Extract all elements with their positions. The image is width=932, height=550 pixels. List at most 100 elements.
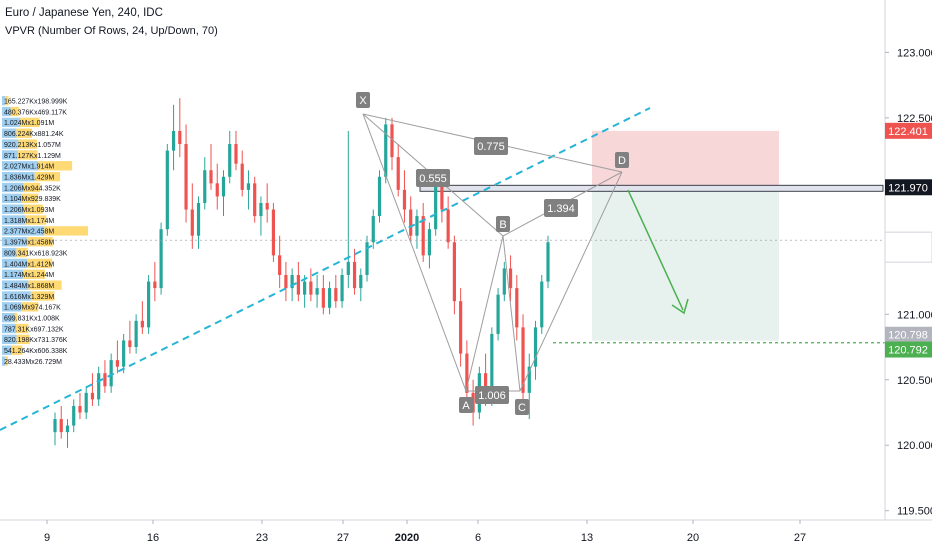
candle-body xyxy=(103,373,107,387)
price-tag-box xyxy=(885,326,932,343)
arrow-head xyxy=(671,298,689,315)
candle-body xyxy=(508,268,513,289)
vp-down-bar xyxy=(26,237,53,247)
vp-down-bar xyxy=(16,247,28,258)
drawings[interactable]: X A B C D 0.775 0.555 1.394 1.006 xyxy=(0,92,885,431)
vp-row-label: 2.027Mx1.914M xyxy=(4,164,54,171)
vp-down-bar xyxy=(16,128,33,138)
candle-body xyxy=(384,124,388,177)
candle-body xyxy=(346,261,350,275)
take-profit-zone xyxy=(592,187,779,341)
vp-up-bar xyxy=(2,226,45,236)
pattern-point-box xyxy=(515,399,529,415)
vp-up-bar xyxy=(2,204,24,214)
price-tag-label: 121.566 xyxy=(888,235,928,247)
vp-down-bar xyxy=(38,161,73,171)
price-axis[interactable]: 123.000122.500122.000121.500121.000120.5… xyxy=(884,0,932,520)
candle-body xyxy=(115,360,120,367)
candle-body xyxy=(203,170,207,203)
candle-body xyxy=(228,144,232,177)
price-tick-label: 119.500 xyxy=(897,506,932,518)
pattern-point-label: A xyxy=(462,400,470,412)
price-tag-box xyxy=(885,179,932,196)
candle-body xyxy=(465,353,469,393)
vp-up-bar xyxy=(2,291,31,301)
pattern-point-label: B xyxy=(499,219,506,231)
candle-body xyxy=(396,157,400,190)
candle-body xyxy=(178,130,182,145)
candle-body xyxy=(122,340,126,367)
vp-row-label: 1.104Mx929.839K xyxy=(4,196,61,203)
vp-down-bar xyxy=(5,356,8,366)
pattern-ratio-label: 1.006 xyxy=(478,390,506,402)
vp-up-bar xyxy=(2,258,27,269)
candle-body xyxy=(84,392,88,413)
candle-body xyxy=(284,275,288,289)
candle-body xyxy=(78,405,82,413)
vp-up-bar xyxy=(2,193,22,203)
vp-up-bar xyxy=(2,171,35,182)
candle-body xyxy=(209,170,213,184)
vp-down-bar xyxy=(21,302,39,312)
price-tag-label: 120.792 xyxy=(888,345,928,357)
price-tag-countdown: 45:50 xyxy=(894,248,922,260)
candle-body xyxy=(165,150,169,230)
candle-body xyxy=(527,366,531,393)
symbol-title: Euro / Japanese Yen, 240, IDC xyxy=(5,7,163,19)
vp-up-bar xyxy=(2,128,17,138)
candle-body xyxy=(59,419,63,433)
candle-body xyxy=(240,163,244,190)
pattern-ratio: 1.006 xyxy=(475,386,509,404)
time-tick-label: 13 xyxy=(581,532,593,544)
vp-row-label: 1.206Mx944.352K xyxy=(4,185,61,192)
candle-body xyxy=(309,281,313,295)
candle-body xyxy=(446,209,450,243)
pattern-ratio-box xyxy=(474,137,508,155)
candle-body xyxy=(196,202,201,236)
pattern-ratio-label: 0.555 xyxy=(419,173,447,185)
vp-down-bar xyxy=(26,258,53,269)
price-tag-box xyxy=(885,122,932,139)
vp-down-bar xyxy=(16,334,30,345)
vp-up-bar xyxy=(2,345,12,355)
vp-down-bar xyxy=(44,226,88,236)
pattern-ratio-box xyxy=(416,169,450,187)
vp-down-bar xyxy=(14,313,18,323)
candle-body xyxy=(515,288,519,328)
time-tick-label: 27 xyxy=(337,532,349,544)
vp-up-bar xyxy=(2,302,22,312)
pattern-point-box xyxy=(496,216,510,232)
candle-body xyxy=(153,281,157,289)
pattern-ratio-box xyxy=(544,199,578,217)
vp-row-label: 2.377Mx2.458M xyxy=(4,229,54,236)
vp-row-label: 787.31Kx697.132K xyxy=(4,326,64,333)
vp-up-bar xyxy=(2,280,29,290)
vp-row-label: 699.831Kx1.008K xyxy=(4,316,60,323)
vp-up-bar xyxy=(2,313,15,323)
pattern-ratio: 0.555 xyxy=(416,169,450,187)
candle-body xyxy=(421,216,425,256)
time-tick-label: 6 xyxy=(475,532,481,544)
price-tick-label: 121.000 xyxy=(897,309,932,321)
vp-up-bar xyxy=(2,139,19,149)
candle-body xyxy=(496,294,500,334)
pattern-leg xyxy=(362,113,467,392)
pattern-leg xyxy=(519,171,623,392)
pattern-point-d: D xyxy=(615,152,629,168)
candle-body xyxy=(171,130,176,151)
vp-row-label: 1.404Mx1.412M xyxy=(4,261,54,268)
vp-down-bar xyxy=(10,106,19,117)
candle-body xyxy=(459,301,463,354)
pattern-ratio: 0.775 xyxy=(474,137,508,155)
volume-profile: 165.227Kx198.999K 480.376Kx469.117K 1.024M… xyxy=(2,96,88,366)
vp-row-label: 806.224Kx881.24K xyxy=(4,131,64,138)
vp-down-bar xyxy=(28,280,62,290)
vp-row-label: 1.836Mx1.429M xyxy=(4,174,54,181)
vp-up-bar xyxy=(2,106,11,117)
candle-body xyxy=(215,183,219,197)
pattern-point-box xyxy=(615,152,629,168)
time-axis[interactable]: 9 16 23 27 2020 6 13 20 27 xyxy=(0,519,932,544)
entry-box xyxy=(419,184,884,192)
indicator-title: VPVR (Number Of Rows, 24, Up/Down, 70) xyxy=(5,25,218,37)
